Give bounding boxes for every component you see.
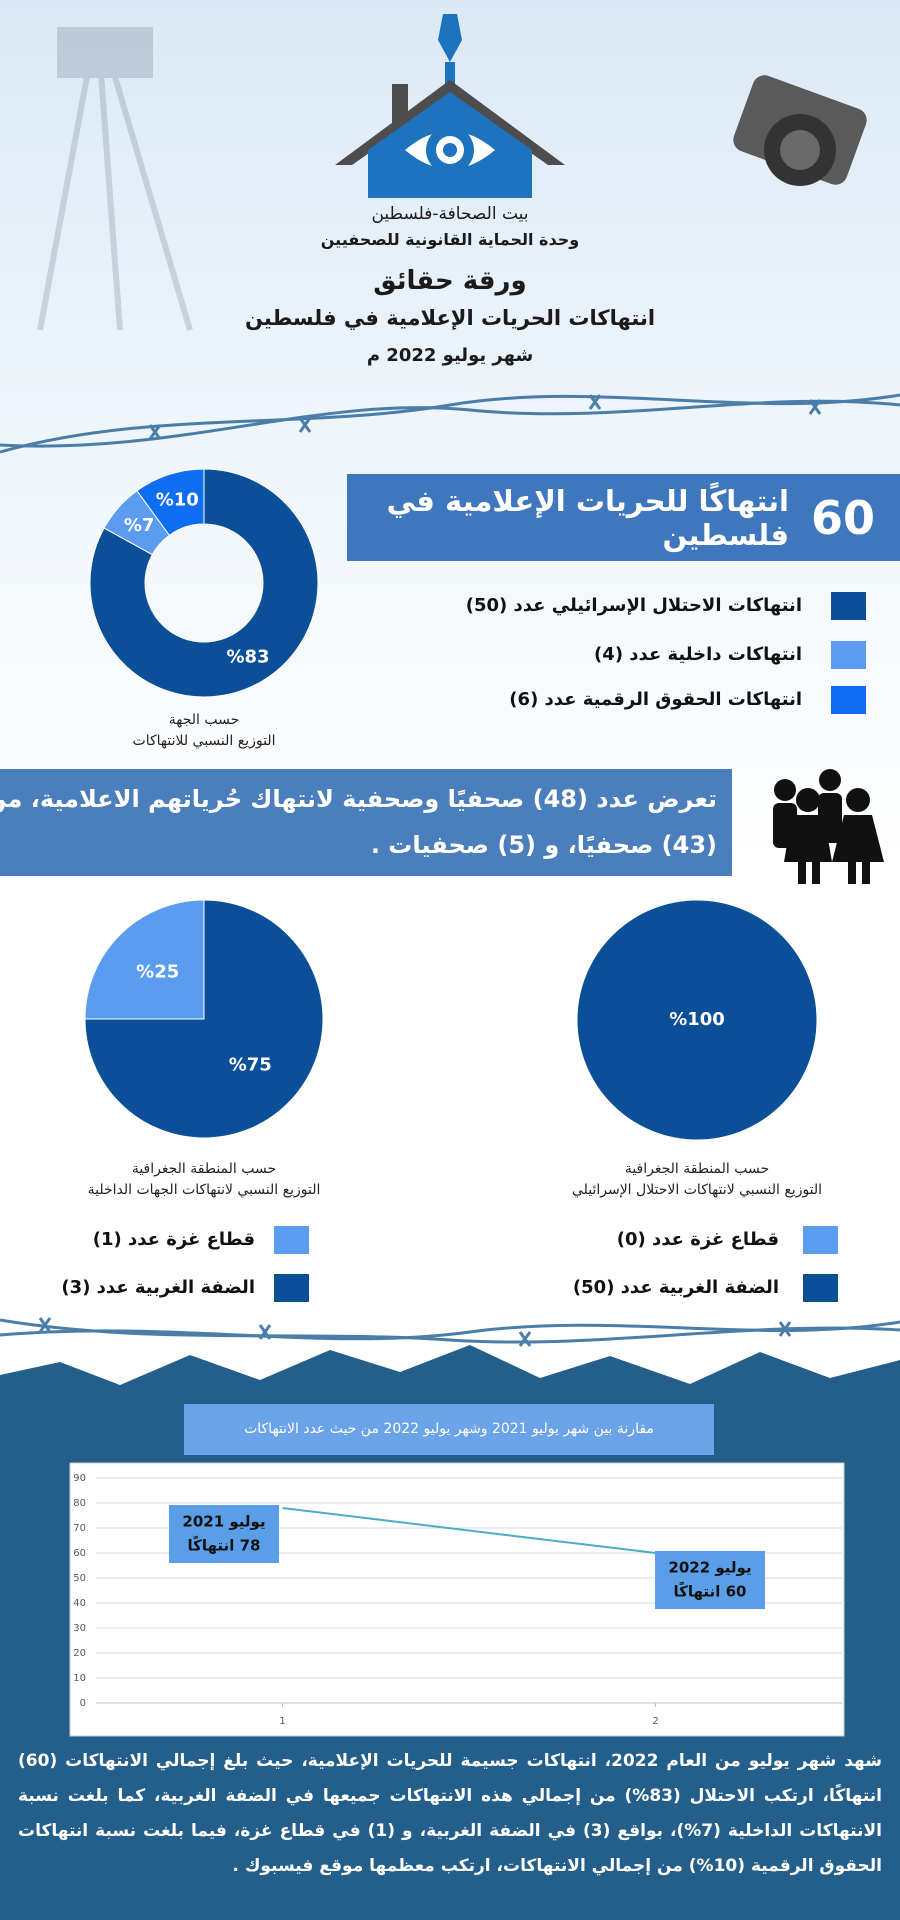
value-label: %25 bbox=[136, 962, 179, 983]
journalists-note: تعرض عدد (48) صحفيًا وصحفية لانتهاك حُري… bbox=[0, 776, 717, 868]
y-tick-label: 30 bbox=[73, 1623, 86, 1634]
logo bbox=[335, 14, 565, 198]
people-icon bbox=[773, 769, 884, 884]
barbed-wire bbox=[0, 393, 900, 454]
chart-caption-title: حسب المنطقة الجغرافية bbox=[132, 1161, 276, 1177]
barbed-wire bbox=[0, 1317, 900, 1347]
summary-paragraph: شهد شهر يوليو من العام 2022، انتهاكات جس… bbox=[18, 1751, 882, 1876]
annotation-text: يوليو 2022 bbox=[668, 1559, 751, 1577]
chart-caption-subtitle: التوزيع النسبي لانتهاكات الاحتلال الإسرا… bbox=[572, 1182, 822, 1198]
legend-swatch bbox=[274, 1226, 309, 1254]
total-box bbox=[347, 474, 900, 561]
line-series bbox=[282, 1507, 656, 1554]
x-tick-label: 1 bbox=[279, 1716, 285, 1727]
chart-caption-subtitle: التوزيع النسبي للانتهاكات bbox=[133, 733, 276, 749]
y-tick-label: 70 bbox=[73, 1523, 86, 1534]
legend-swatch bbox=[831, 686, 866, 714]
chart-caption-subtitle: التوزيع النسبي لانتهاكات الجهات الداخلية bbox=[88, 1182, 321, 1198]
pie-slice bbox=[136, 468, 205, 536]
pie-slice bbox=[89, 468, 319, 698]
decor-tripod bbox=[37, 27, 193, 331]
legend-swatch bbox=[803, 1226, 838, 1254]
pie-slice bbox=[84, 899, 205, 1020]
annotation-box bbox=[655, 1551, 765, 1609]
y-tick-label: 60 bbox=[73, 1548, 86, 1559]
value-label: %83 bbox=[226, 646, 269, 667]
legend-swatch bbox=[803, 1274, 838, 1302]
note-line: تعرض عدد (48) صحفيًا وصحفية لانتهاك حُري… bbox=[0, 785, 717, 813]
org-name: بيت الصحافة-فلسطين bbox=[371, 204, 529, 224]
period: شهر يوليو 2022 م bbox=[366, 345, 534, 366]
y-tick-label: 20 bbox=[73, 1648, 86, 1659]
legend-label: انتهاكات الحقوق الرقمية عدد (6) bbox=[509, 689, 802, 710]
total-line: 60 انتهاكًا للحريات الإعلامية في فلسطين bbox=[360, 483, 875, 553]
chart-caption-title: حسب المنطقة الجغرافية bbox=[625, 1161, 769, 1177]
legend-swatch bbox=[831, 592, 866, 620]
legend-label: انتهاكات الاحتلال الإسرائيلي عدد (50) bbox=[466, 595, 802, 616]
line-title-box bbox=[184, 1404, 714, 1455]
x-tick-label: 2 bbox=[652, 1716, 658, 1727]
legend-label: الضفة الغربية عدد (50) bbox=[573, 1277, 779, 1298]
unit-name: وحدة الحماية القانونية للصحفيين bbox=[320, 230, 580, 249]
annotation-text: 60 انتهاكًا bbox=[674, 1581, 747, 1601]
total-text: انتهاكًا للحريات الإعلامية في فلسطين bbox=[386, 484, 789, 552]
legend-label: الضفة الغربية عدد (3) bbox=[61, 1277, 255, 1298]
value-label: %100 bbox=[669, 1009, 725, 1030]
pie-slice bbox=[84, 899, 324, 1139]
line-chart-title: مقارنة بين شهر يوليو 2021 وشهر يوليو 202… bbox=[244, 1421, 654, 1437]
total-number: 60 bbox=[810, 491, 875, 545]
y-tick-label: 80 bbox=[73, 1498, 86, 1509]
y-tick-label: 40 bbox=[73, 1598, 86, 1609]
legend-label: قطاع غزة عدد (0) bbox=[617, 1229, 779, 1250]
legend-swatch bbox=[831, 641, 866, 669]
value-label: %10 bbox=[156, 490, 199, 511]
legend-label: انتهاكات داخلية عدد (4) bbox=[594, 644, 802, 665]
note-line: (43) صحفيًا، و (5) صحفيات . bbox=[370, 831, 717, 859]
subtitle: انتهاكات الحريات الإعلامية في فلسطين bbox=[244, 306, 656, 330]
legend-label: قطاع غزة عدد (1) bbox=[93, 1229, 255, 1250]
annotation-text: يوليو 2021 bbox=[182, 1513, 265, 1531]
chart-caption-title: حسب الجهة bbox=[169, 712, 240, 728]
legend-swatch bbox=[274, 1274, 309, 1302]
value-label: %75 bbox=[229, 1054, 272, 1075]
decor-camera bbox=[733, 75, 867, 186]
annotation-text: 78 انتهاكًا bbox=[188, 1535, 261, 1555]
pie-slice bbox=[576, 899, 818, 1141]
y-tick-label: 50 bbox=[73, 1573, 86, 1584]
annotation-box bbox=[169, 1505, 279, 1563]
title: ورقة حقائق bbox=[373, 266, 527, 296]
y-tick-label: 90 bbox=[73, 1473, 86, 1484]
note-box bbox=[0, 769, 732, 876]
value-label: %7 bbox=[124, 515, 155, 536]
y-tick-label: 0 bbox=[80, 1698, 86, 1709]
y-tick-label: 10 bbox=[73, 1673, 86, 1684]
